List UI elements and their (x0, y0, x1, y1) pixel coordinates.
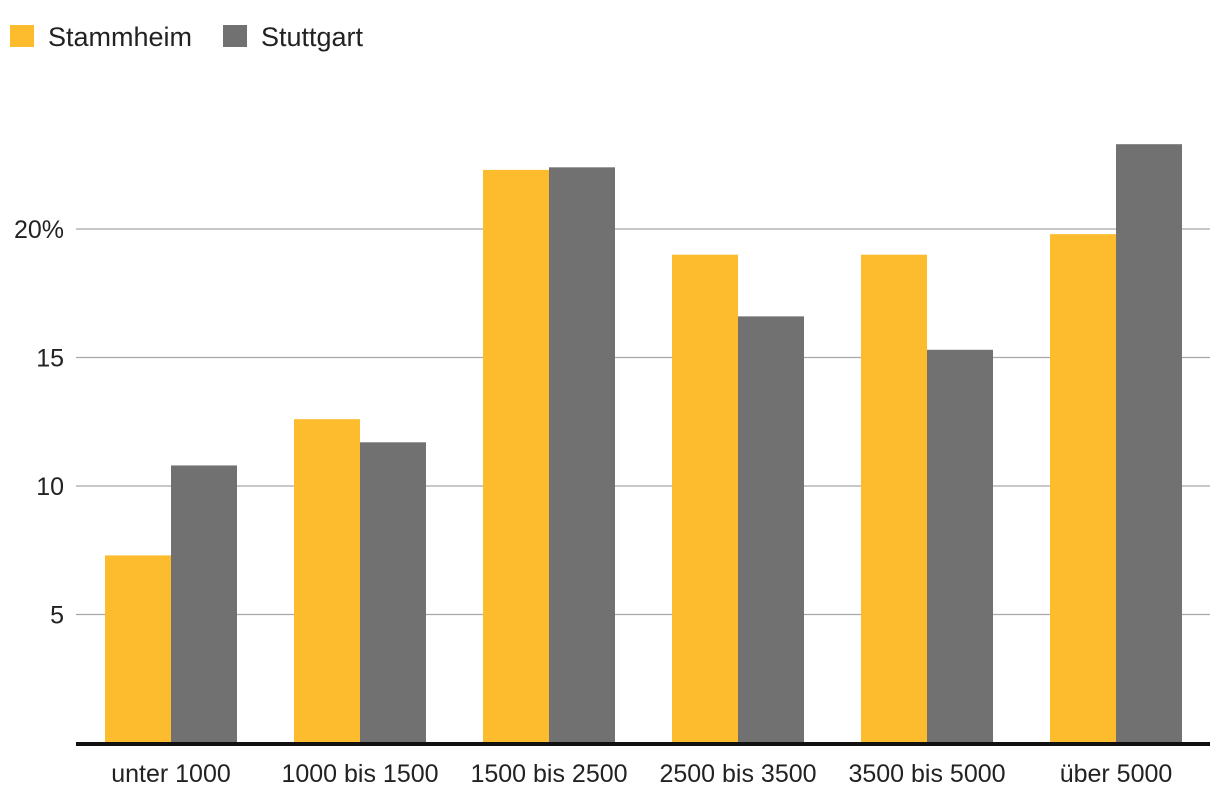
y-tick-label: 20% (14, 216, 64, 244)
bar-stuttgart (360, 442, 426, 743)
x-tick-label: 1500 bis 2500 (470, 760, 627, 788)
bar-stuttgart (1116, 144, 1182, 743)
x-tick-labels: unter 1000 1000 bis 1500 1500 bis 2500 2500… (111, 760, 1172, 788)
bar-stammheim (294, 419, 360, 743)
bar-stammheim (1050, 234, 1116, 743)
x-tick-label: unter 1000 (111, 760, 231, 788)
x-tick-label: 3500 bis 5000 (848, 760, 1005, 788)
y-tick-label: 15 (36, 345, 64, 373)
y-tick-labels: 5 10 15 20% (14, 216, 64, 630)
legend: Stammheim Stuttgart (10, 22, 364, 52)
bar-stuttgart (171, 465, 237, 743)
bar-stammheim (861, 254, 927, 743)
bar-stammheim (105, 555, 171, 743)
legend-swatch-stammheim (10, 25, 34, 47)
bar-stuttgart (549, 167, 615, 743)
bar-stuttgart (927, 349, 993, 743)
y-tick-label: 10 (36, 473, 64, 501)
x-tick-label: über 5000 (1060, 760, 1173, 788)
bar-stammheim (672, 254, 738, 743)
y-tick-label: 5 (50, 602, 64, 630)
x-tick-label: 1000 bis 1500 (281, 760, 438, 788)
legend-label-stammheim: Stammheim (48, 22, 192, 52)
bars (105, 144, 1182, 743)
x-tick-label: 2500 bis 3500 (659, 760, 816, 788)
bar-stuttgart (738, 316, 804, 743)
legend-swatch-stuttgart (223, 25, 247, 47)
bar-stammheim (483, 169, 549, 743)
legend-label-stuttgart: Stuttgart (261, 22, 364, 52)
gridlines (76, 228, 1210, 616)
